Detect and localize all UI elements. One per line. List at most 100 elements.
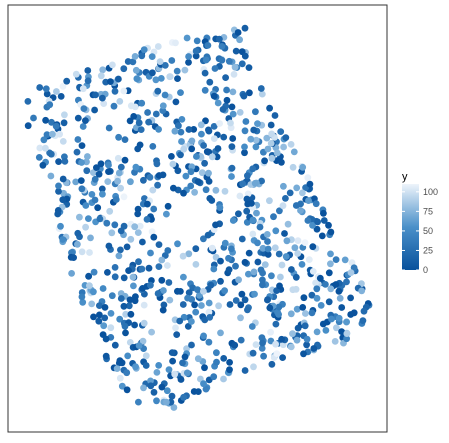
scatter-point bbox=[251, 179, 259, 187]
scatter-point bbox=[114, 177, 121, 185]
scatter-point bbox=[70, 254, 77, 261]
scatter-point bbox=[343, 335, 350, 343]
scatter-point bbox=[154, 87, 162, 95]
scatter-point bbox=[122, 310, 130, 318]
scatter-points bbox=[24, 24, 373, 411]
scatter-point bbox=[68, 270, 75, 277]
scatter-point bbox=[192, 308, 200, 316]
scatter-point bbox=[341, 256, 349, 264]
scatter-point bbox=[185, 126, 193, 133]
scatter-point bbox=[131, 53, 139, 60]
scatter-point bbox=[80, 105, 88, 112]
scatter-point bbox=[135, 258, 142, 266]
scatter-point bbox=[177, 128, 185, 136]
scatter-point bbox=[248, 323, 256, 330]
scatter-point bbox=[101, 314, 109, 322]
scatter-point bbox=[108, 229, 116, 237]
scatter-point bbox=[301, 239, 309, 247]
scatter-point bbox=[116, 98, 124, 105]
scatter-point bbox=[268, 272, 275, 280]
scatter-point bbox=[229, 135, 237, 142]
scatter-point bbox=[150, 388, 158, 396]
scatter-point bbox=[231, 63, 239, 71]
scatter-point bbox=[99, 94, 106, 102]
scatter-point bbox=[271, 244, 279, 252]
scatter-point bbox=[160, 287, 167, 294]
scatter-point bbox=[155, 241, 163, 249]
scatter-point bbox=[229, 110, 237, 118]
scatter-point bbox=[180, 189, 187, 197]
scatter-point bbox=[131, 168, 138, 176]
scatter-point bbox=[236, 109, 244, 116]
legend-ticks: 0 25 50 75 100 bbox=[402, 187, 438, 275]
scatter-point bbox=[117, 246, 124, 254]
scatter-point bbox=[157, 75, 165, 82]
scatter-point bbox=[85, 273, 92, 280]
scatter-point bbox=[221, 187, 229, 195]
scatter-point bbox=[207, 281, 215, 289]
scatter-point bbox=[228, 103, 236, 111]
scatter-point bbox=[219, 106, 227, 113]
scatter-point bbox=[316, 274, 324, 282]
scatter-point bbox=[78, 293, 86, 301]
scatter-point bbox=[180, 393, 188, 401]
scatter-point bbox=[94, 204, 102, 212]
scatter-point bbox=[188, 318, 195, 325]
scatter-point bbox=[161, 91, 169, 99]
scatter-point bbox=[220, 355, 228, 362]
scatter-point bbox=[123, 386, 131, 394]
scatter-point bbox=[72, 70, 80, 78]
scatter-point bbox=[117, 295, 125, 302]
scatter-point bbox=[294, 324, 302, 332]
scatter-point bbox=[139, 285, 147, 292]
scatter-point bbox=[304, 217, 312, 224]
scatter-point bbox=[198, 302, 205, 309]
scatter-point bbox=[218, 56, 226, 64]
scatter-point bbox=[171, 370, 179, 378]
scatter-point bbox=[217, 277, 224, 285]
scatter-point bbox=[91, 196, 99, 204]
scatter-point bbox=[322, 327, 330, 334]
scatter-point bbox=[126, 339, 134, 346]
scatter-point bbox=[275, 250, 283, 258]
scatter-point bbox=[216, 204, 224, 212]
scatter-point bbox=[173, 67, 181, 75]
scatter-point bbox=[83, 167, 91, 175]
scatter-point bbox=[238, 290, 246, 298]
scatter-point bbox=[229, 88, 237, 96]
scatter-point bbox=[156, 58, 164, 65]
scatter-point bbox=[276, 207, 283, 215]
scatter-point bbox=[294, 237, 302, 245]
scatter-point bbox=[238, 235, 246, 243]
scatter-point bbox=[194, 286, 201, 294]
scatter-point bbox=[163, 398, 170, 406]
scatter-point bbox=[135, 342, 143, 349]
scatter-point bbox=[272, 340, 279, 348]
scatter-point bbox=[327, 228, 335, 236]
scatter-point bbox=[205, 169, 212, 177]
scatter-point bbox=[221, 287, 229, 295]
scatter-point bbox=[317, 302, 325, 309]
scatter-point bbox=[298, 261, 306, 268]
scatter-point bbox=[24, 98, 32, 105]
scatter-point bbox=[54, 207, 62, 214]
scatter-point bbox=[216, 35, 223, 43]
scatter-point bbox=[88, 191, 96, 198]
scatter-point bbox=[259, 276, 266, 284]
scatter-point bbox=[173, 331, 181, 338]
scatter-point bbox=[244, 172, 251, 180]
scatter-point bbox=[201, 159, 209, 167]
scatter-point bbox=[201, 86, 209, 94]
scatter-point bbox=[343, 330, 351, 337]
scatter-point bbox=[198, 130, 205, 138]
scatter-point bbox=[139, 238, 146, 246]
scatter-point bbox=[302, 310, 309, 317]
scatter-point bbox=[217, 329, 224, 337]
scatter-point bbox=[153, 369, 161, 376]
scatter-point bbox=[299, 163, 307, 171]
scatter-point bbox=[241, 127, 249, 135]
scatter-point bbox=[325, 269, 333, 277]
scatter-point bbox=[309, 268, 317, 275]
scatter-point bbox=[86, 249, 93, 256]
scatter-point bbox=[244, 306, 251, 314]
